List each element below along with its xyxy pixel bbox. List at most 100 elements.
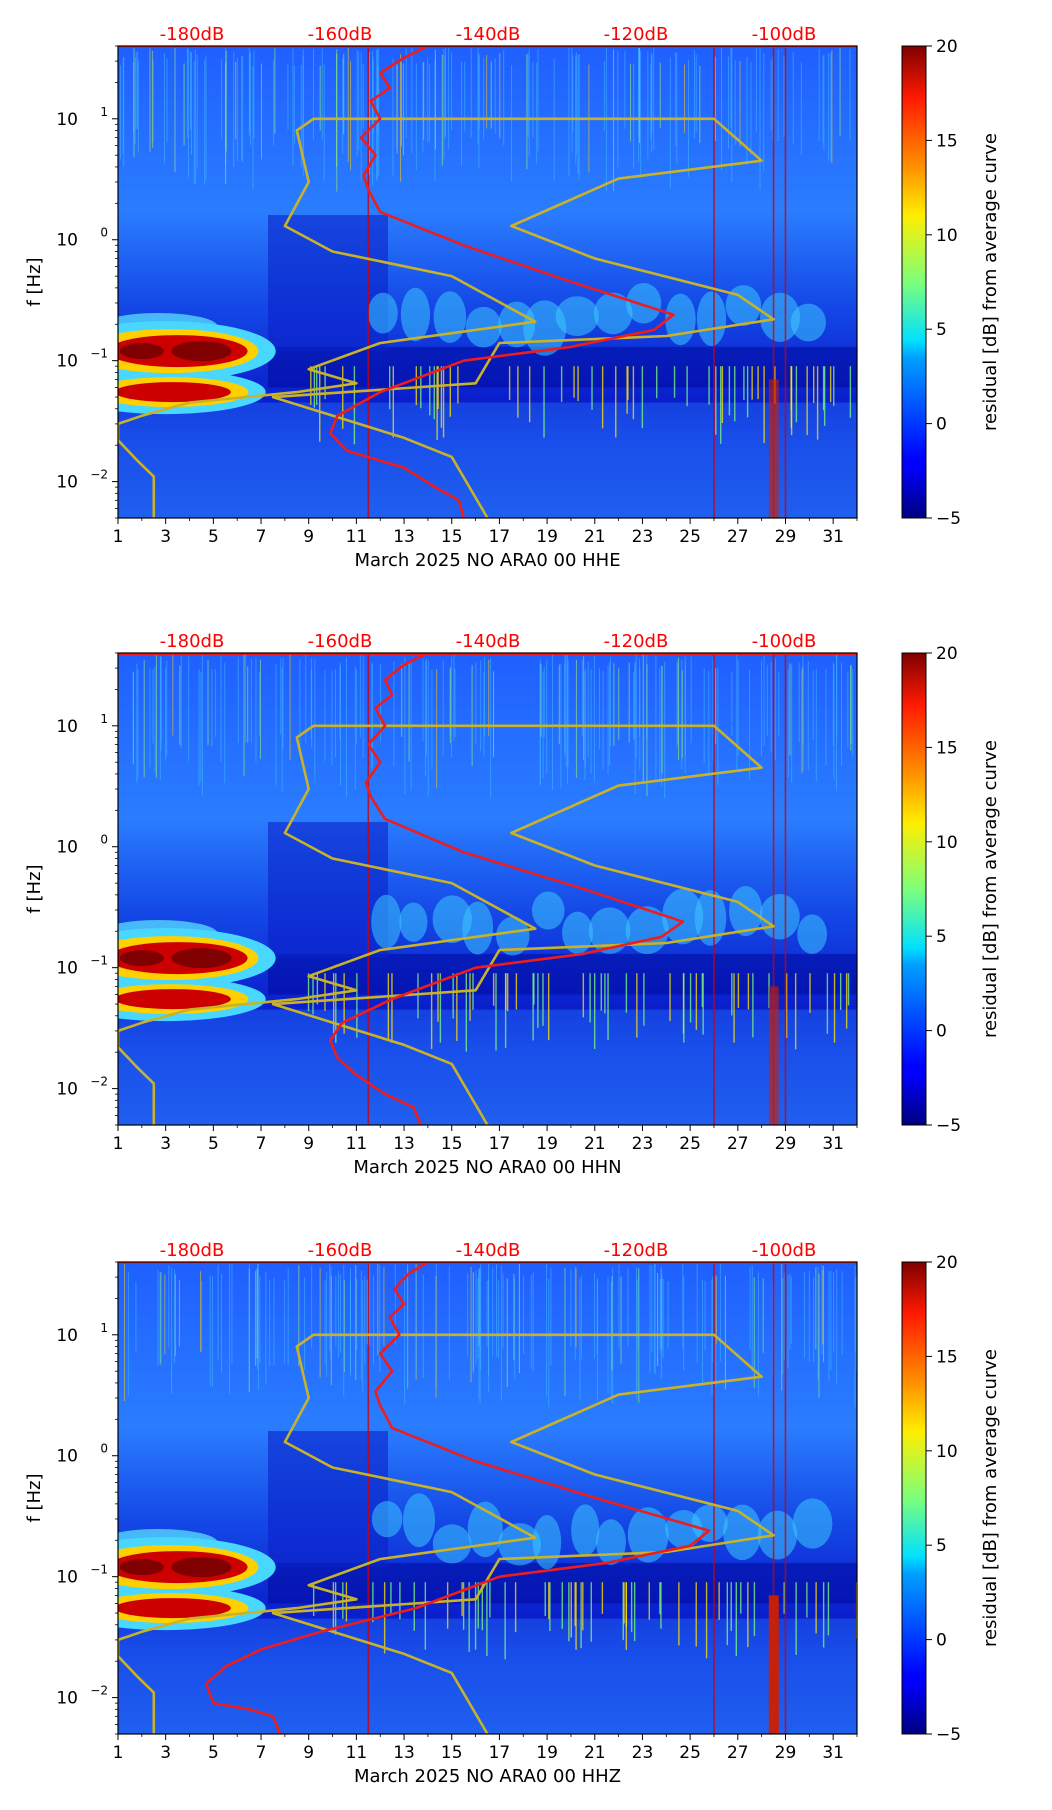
noise-model-curve xyxy=(118,724,775,1125)
y-tick-exponent: 1 xyxy=(100,1321,108,1335)
y-tick-exponent: 0 xyxy=(100,226,108,240)
y-tick-exponent: −1 xyxy=(90,954,108,968)
colorbar-tick-label: 10 xyxy=(936,1442,958,1462)
db-axis-tick-label: -140dB xyxy=(456,1240,521,1261)
db-axis-tick-label: -120dB xyxy=(604,631,669,652)
microseism-blob xyxy=(432,895,472,944)
y-tick-label: 10 xyxy=(56,1080,78,1100)
colorbar-tick-label: 0 xyxy=(936,1631,947,1651)
x-tick-label: 13 xyxy=(393,1743,415,1763)
x-tick-label: 5 xyxy=(208,1743,219,1763)
db-axis-tick-label: -120dB xyxy=(604,1240,669,1261)
psd-median-curve xyxy=(328,46,675,518)
x-tick-label: 5 xyxy=(208,527,219,547)
x-tick-label: 25 xyxy=(679,527,701,547)
colorbar-tick-label: −5 xyxy=(936,1725,961,1745)
db-axis-tick-label: -100dB xyxy=(752,1240,817,1261)
x-tick-label: 27 xyxy=(727,1134,749,1154)
y-tick-exponent: 1 xyxy=(100,105,108,119)
colorbar-tick-label: 15 xyxy=(936,131,958,151)
event-column xyxy=(768,379,779,518)
hotspot-core xyxy=(119,950,164,967)
spectrogram-area xyxy=(118,46,857,518)
axes-frame xyxy=(117,1261,858,1735)
spectrogram-low-band xyxy=(118,1009,857,1125)
x-axis-label: March 2025 NO ARA0 00 HHE xyxy=(354,550,620,571)
x-tick-label: 31 xyxy=(822,1134,844,1154)
spectrogram-dark-patch xyxy=(268,215,388,352)
y-tick-exponent: −2 xyxy=(90,1684,108,1698)
db-axis-tick-label: -180dB xyxy=(160,1240,225,1261)
hotspot-core xyxy=(171,1557,232,1578)
y-tick-label: 10 xyxy=(56,1689,78,1709)
spectrogram-dark-patch xyxy=(268,1431,388,1568)
y-axis-label: f [Hz] xyxy=(24,257,45,306)
colorbar-tick-label: 20 xyxy=(936,1253,958,1273)
axes-frame xyxy=(117,45,858,519)
psd-median-curve xyxy=(204,1262,711,1734)
colorbar-tick-label: −5 xyxy=(936,1116,961,1136)
db-axis-tick-label: -100dB xyxy=(752,631,817,652)
db-axis-tick-label: -140dB xyxy=(456,631,521,652)
microseism-blob xyxy=(400,287,431,342)
microseism-blob xyxy=(792,1498,833,1549)
microseism-blob xyxy=(790,303,826,342)
x-tick-label: 15 xyxy=(441,1134,463,1154)
colorbar-tick-label: 5 xyxy=(936,927,947,947)
colorbar-tick-label: 15 xyxy=(936,1347,958,1367)
axes-frame xyxy=(117,652,858,1126)
x-tick-label: 9 xyxy=(303,527,314,547)
microseism-blob xyxy=(696,291,727,347)
colorbar-tick-label: 10 xyxy=(936,833,958,853)
microseism-blob xyxy=(595,1519,626,1566)
x-tick-label: 17 xyxy=(489,527,511,547)
colorbar-tick-label: 0 xyxy=(936,1022,947,1042)
db-axis-tick-label: -160dB xyxy=(308,631,373,652)
y-tick-label: 10 xyxy=(56,1568,78,1588)
x-tick-label: 29 xyxy=(775,1134,797,1154)
y-tick-label: 10 xyxy=(56,959,78,979)
x-tick-label: 17 xyxy=(489,1134,511,1154)
x-tick-label: 15 xyxy=(441,1743,463,1763)
x-tick-label: 1 xyxy=(113,1743,124,1763)
y-tick-label: 10 xyxy=(56,1447,78,1467)
x-tick-label: 21 xyxy=(584,527,606,547)
microseism-blob xyxy=(723,1504,762,1561)
microseism-blob xyxy=(626,282,662,324)
y-axis-label: f [Hz] xyxy=(24,1473,45,1522)
colorbar-tick-label: 5 xyxy=(936,1536,947,1556)
hotspot-core xyxy=(118,1598,231,1619)
hotspot-core xyxy=(118,382,231,403)
db-axis-tick-label: -140dB xyxy=(456,24,521,45)
colorbar-label: residual [dB] from average curve xyxy=(980,740,1001,1038)
colorbar-tick-label: 20 xyxy=(936,37,958,57)
microseism-blob xyxy=(432,1524,472,1564)
microseism-blob xyxy=(729,886,763,937)
y-tick-exponent: −2 xyxy=(90,468,108,482)
microseism-blob xyxy=(588,907,631,954)
x-tick-label: 23 xyxy=(632,1743,654,1763)
microseism-blob xyxy=(665,293,696,346)
microseism-blob xyxy=(399,902,428,942)
colorbar-tick-label: 0 xyxy=(936,415,947,435)
hotspot-core xyxy=(171,341,232,362)
hotspot-core xyxy=(119,1559,164,1576)
x-tick-label: 13 xyxy=(393,527,415,547)
microseism-blob xyxy=(725,285,762,326)
y-tick-label: 10 xyxy=(56,473,78,493)
microseism-blob xyxy=(562,911,594,954)
db-axis-tick-label: -160dB xyxy=(308,1240,373,1261)
x-tick-label: 1 xyxy=(113,1134,124,1154)
x-tick-label: 27 xyxy=(727,527,749,547)
y-tick-label: 10 xyxy=(56,352,78,372)
colorbar-tick-label: 5 xyxy=(936,320,947,340)
colorbar-tick-label: 20 xyxy=(936,644,958,664)
x-tick-label: 3 xyxy=(160,527,171,547)
x-tick-label: 27 xyxy=(727,1743,749,1763)
spectrogram-dark-band xyxy=(268,346,857,388)
hotspot-core xyxy=(171,948,232,969)
spectrogram-low-band xyxy=(118,402,857,518)
